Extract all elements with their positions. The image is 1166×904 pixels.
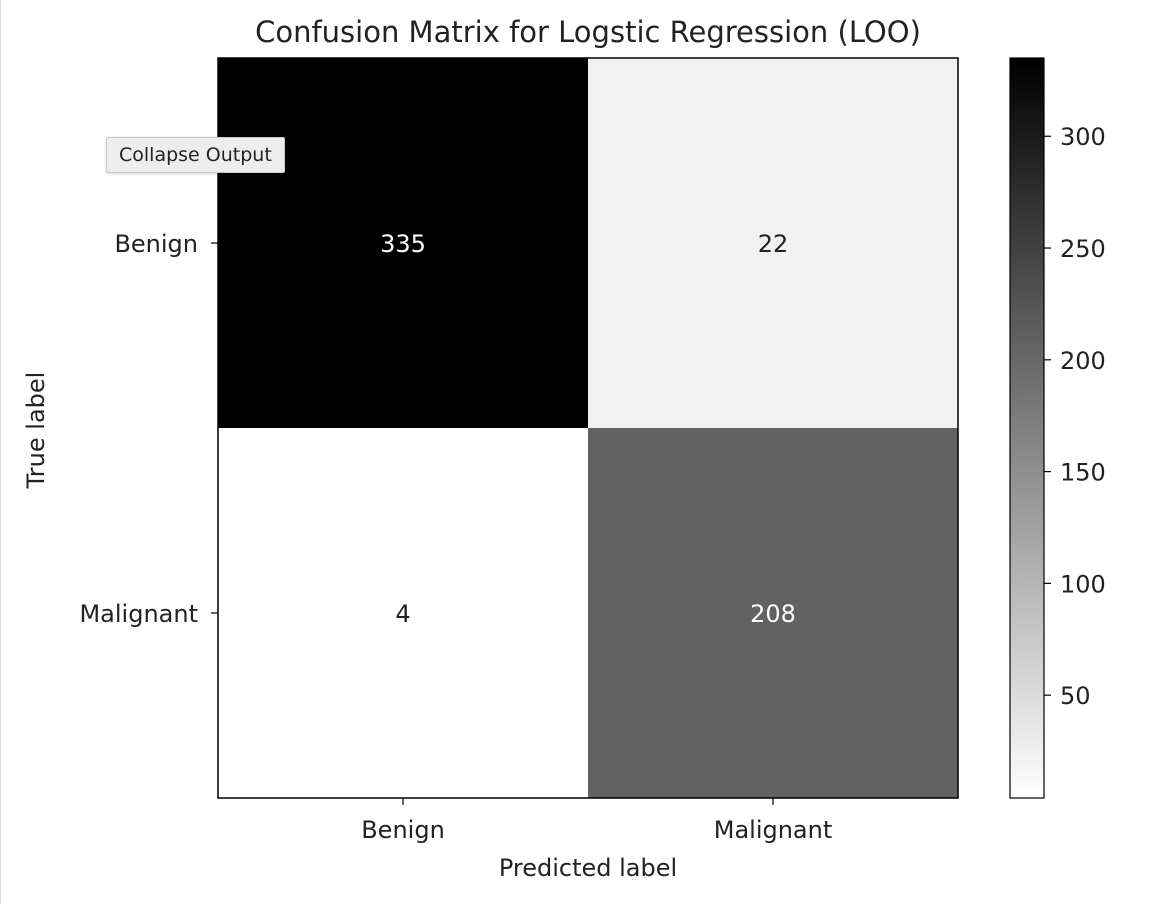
heatmap-cells [218,58,958,798]
cell-value-label: 22 [758,230,789,258]
colorbar-tick-label: 250 [1060,235,1106,263]
y-tick-label: Benign [114,230,198,258]
x-axis-ticks: Benign Malignant [361,798,832,844]
colorbar-ticks: 50 100 150 200 250 300 [1044,123,1106,710]
heatmap-cell [218,428,588,798]
cell-value-label: 4 [395,600,410,628]
output-cell-border [0,0,1,904]
colorbar-tick-label: 100 [1060,570,1106,598]
plot-frame [217,57,959,799]
x-tick-label: Malignant [714,816,833,844]
colorbar-tick-label: 150 [1060,459,1106,487]
cell-value-label: 208 [750,600,796,628]
x-tick-label: Benign [361,816,445,844]
heatmap-cell-labels: 335 22 4 208 [380,230,796,628]
cell-value-label: 335 [380,230,426,258]
y-tick-label: Malignant [79,600,198,628]
colorbar [1009,57,1045,799]
y-axis-label: True label [22,372,50,490]
x-axis-label: Predicted label [499,854,677,882]
colorbar-tick-label: 300 [1060,123,1106,151]
heatmap-cell [588,58,958,428]
colorbar-tick-label: 50 [1060,682,1091,710]
y-axis-ticks: Benign Malignant [79,230,218,628]
collapse-output-button[interactable]: Collapse Output [106,137,285,173]
heatmap-cell [218,58,588,428]
chart-title: Confusion Matrix for Logstic Regression … [255,15,921,49]
colorbar-tick-label: 200 [1060,347,1106,375]
heatmap-cell [588,428,958,798]
